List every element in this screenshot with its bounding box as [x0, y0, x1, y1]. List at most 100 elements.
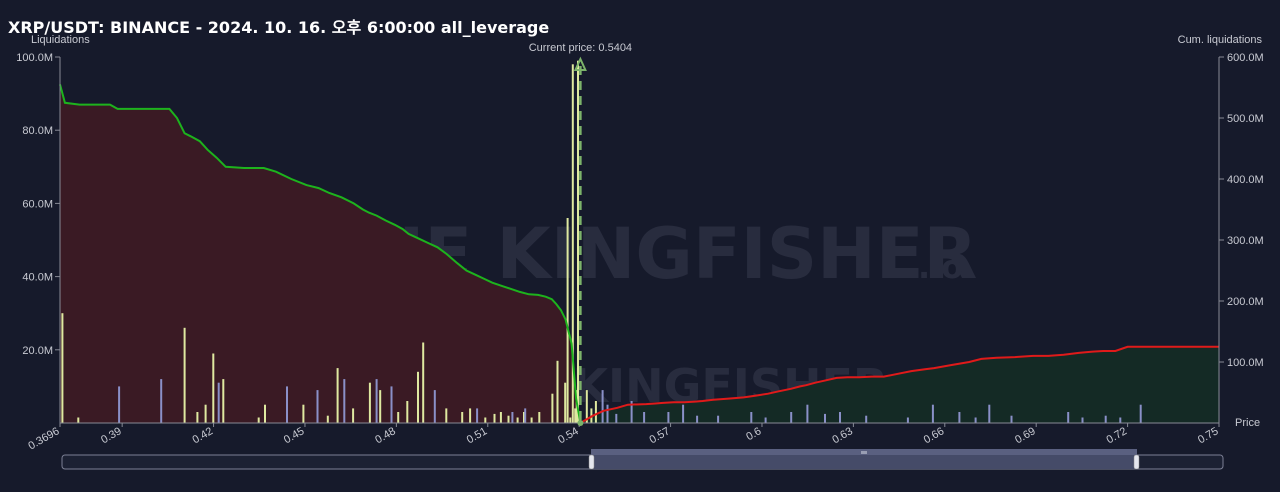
liquidation-bar	[204, 404, 207, 423]
liquidation-bar	[499, 412, 502, 423]
liquidation-bar	[286, 386, 288, 423]
y2-axis-ticks: 100.0M 200.0M 300.0M 400.0M 500.0M 600.0M	[1219, 52, 1264, 369]
x-tick-label: 0.69	[1013, 425, 1038, 446]
liquidation-bar	[682, 404, 685, 423]
liquidation-bar	[417, 371, 419, 423]
liquidation-bar	[484, 417, 487, 423]
liquidation-bar	[476, 408, 479, 423]
current-price-arrow-icon	[573, 56, 587, 71]
liquidation-bar	[316, 390, 319, 423]
liquidation-bar	[1067, 412, 1070, 423]
liquidation-bar	[569, 417, 572, 423]
liquidation-bar	[958, 412, 961, 423]
x-tick-label: 0.39	[99, 425, 124, 446]
liquidation-bar	[264, 404, 266, 423]
range-slider-left-handle[interactable]	[588, 454, 595, 470]
x-tick-label: 0.45	[282, 425, 307, 446]
y2-tick-label: 400.0M	[1227, 174, 1264, 186]
x-tick-label: 0.48	[373, 425, 398, 446]
y2-tick-label: 500.0M	[1227, 113, 1264, 125]
long-cumulative-area	[60, 84, 581, 424]
range-slider-right-handle[interactable]	[1133, 454, 1140, 470]
liquidation-bar	[806, 404, 809, 423]
y-tick-label: 20.0M	[22, 345, 53, 357]
liquidation-bar	[750, 412, 753, 423]
x-tick-label: 0.72	[1105, 425, 1130, 446]
liquidation-bar	[433, 390, 436, 423]
range-slider-grip-icon[interactable]	[861, 451, 867, 454]
x-tick-label: 0.6	[744, 425, 763, 443]
current-price-dot	[577, 420, 584, 426]
liquidation-bar	[516, 417, 519, 423]
liquidation-bar	[824, 413, 826, 423]
liquidation-bar	[696, 415, 699, 423]
liquidation-bar	[461, 412, 464, 423]
liquidation-bar	[493, 413, 496, 423]
liquidation-bar	[564, 382, 567, 423]
liquidation-bar	[368, 382, 371, 423]
liquidation-bar	[118, 386, 121, 423]
x-tick-label: 0.54	[556, 425, 581, 446]
x-tick-label: 0.57	[648, 425, 673, 446]
x-axis-label: Price	[1235, 417, 1260, 429]
y-axis-label: Liquidations	[31, 34, 90, 46]
liquidation-bar	[790, 412, 793, 423]
liquidation-bar	[931, 404, 934, 423]
liquidation-bar	[257, 417, 260, 423]
range-slider-selection[interactable]	[591, 455, 1137, 469]
liquidation-bar	[594, 401, 597, 423]
liquidation-bar	[667, 412, 670, 423]
y-axis-ticks: 20.0M 40.0M 60.0M 80.0M 100.0M	[16, 52, 60, 357]
liquidation-bar	[1104, 415, 1107, 423]
liquidation-bar	[406, 401, 409, 423]
liquidation-bar	[1010, 415, 1013, 423]
liquidation-bar	[507, 415, 510, 423]
x-tick-label: 0.51	[465, 425, 490, 446]
liquidation-bar	[302, 404, 305, 423]
liquidation-bar	[183, 327, 186, 423]
y2-tick-label: 200.0M	[1227, 296, 1264, 308]
liquidation-bar	[538, 412, 541, 423]
liquidation-bar	[974, 417, 977, 423]
liquidation-bar	[523, 412, 525, 423]
liquidation-bar	[336, 368, 339, 423]
liquidation-bar	[1119, 417, 1122, 423]
liquidation-bar	[511, 412, 514, 423]
x-tick-label: 0.75	[1196, 425, 1221, 446]
liquidation-bar	[222, 379, 225, 423]
x-tick-label: 0.66	[922, 425, 947, 446]
liquidation-bar	[422, 342, 425, 423]
liquidation-bar	[1081, 417, 1084, 423]
liquidation-bar	[61, 313, 64, 423]
liquidation-bar	[601, 390, 604, 423]
liquidation-bar	[606, 404, 609, 423]
liquidation-bar	[865, 415, 868, 423]
y2-tick-label: 300.0M	[1227, 235, 1264, 247]
y-tick-label: 100.0M	[16, 52, 53, 64]
y-tick-label: 60.0M	[22, 198, 53, 210]
liquidation-bar	[375, 379, 378, 423]
liquidation-bar	[397, 412, 400, 423]
liquidation-bar	[571, 64, 574, 424]
liquidation-bar	[566, 218, 569, 423]
liquidation-bar	[717, 415, 720, 423]
y2-tick-label: 100.0M	[1227, 357, 1264, 369]
range-slider[interactable]	[61, 449, 1224, 470]
liquidation-bar	[988, 404, 991, 423]
y-tick-label: 40.0M	[22, 272, 53, 284]
current-price-label: Current price: 0.5404	[529, 42, 632, 54]
liquidation-bar	[906, 417, 909, 423]
liquidation-bar	[469, 408, 472, 423]
liquidation-bar	[77, 417, 80, 423]
short-cumulative-area	[580, 346, 1219, 423]
x-tick-label: 0.42	[191, 425, 216, 446]
liquidation-bar	[212, 353, 215, 423]
liquidation-bar	[574, 408, 577, 423]
liquidation-bar	[1139, 404, 1142, 423]
liquidation-bar	[585, 390, 588, 423]
liquidation-bar	[343, 379, 346, 423]
liquidation-bar	[445, 408, 448, 423]
liquidation-bar	[326, 415, 329, 423]
liquidation-bar	[524, 408, 527, 423]
